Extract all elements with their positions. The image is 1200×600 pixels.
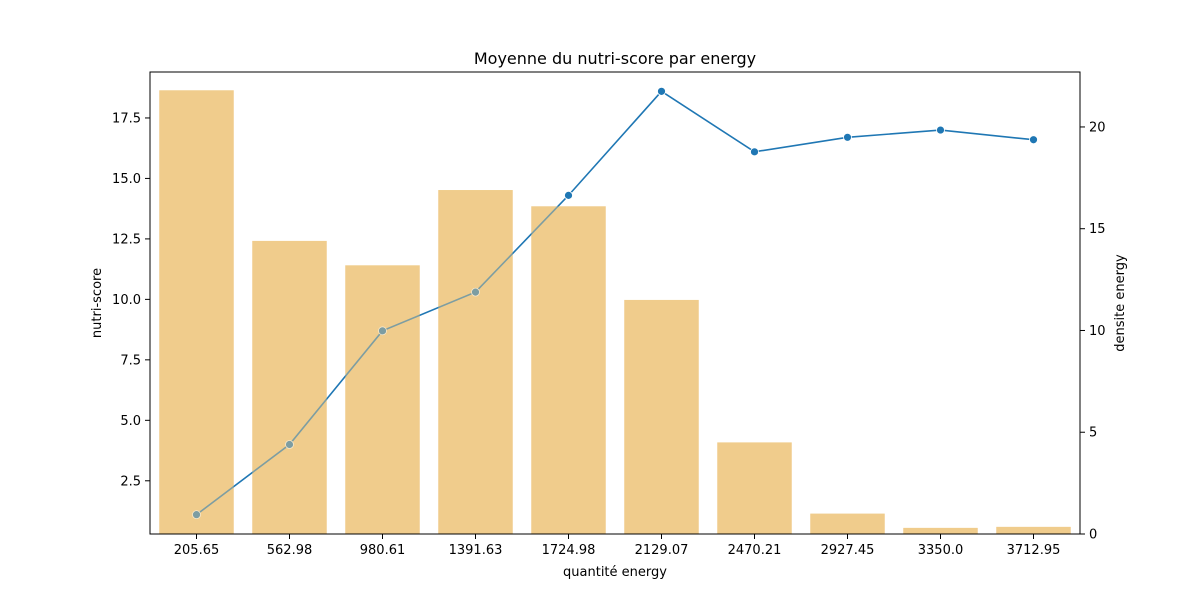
line-series <box>159 86 1071 535</box>
y-axis-right-label: densite energy <box>1113 254 1128 352</box>
x-tick-label: 2129.07 <box>635 543 689 558</box>
bar-205.65 <box>159 90 234 535</box>
bar-980.61 <box>345 265 420 534</box>
line-point-2129.07 <box>657 86 666 96</box>
x-tick-label: 562.98 <box>267 543 313 558</box>
bar-3712.95 <box>996 526 1071 534</box>
line-point-2470.21 <box>750 147 759 157</box>
nutri-score-line <box>196 90 1034 516</box>
y-right-tick-label: 15 <box>1089 222 1106 237</box>
x-tick-label: 2927.45 <box>821 543 875 558</box>
y-left-tick-label: 10.0 <box>112 293 141 308</box>
y-right-tick-label: 10 <box>1089 324 1106 339</box>
bar-overlay-205.65 <box>159 90 234 535</box>
bar-overlay-980.61 <box>345 265 420 534</box>
x-tick-label: 3712.95 <box>1007 543 1061 558</box>
line-point-2927.45 <box>843 132 852 142</box>
bar-2129.07 <box>624 299 699 534</box>
line-point-1391.63 <box>471 287 480 297</box>
y-left-tick-label: 17.5 <box>112 111 141 126</box>
chart-title: Moyenne du nutri-score par energy <box>474 49 756 68</box>
bar-overlay-1724.98 <box>531 206 606 534</box>
y-right-tick-label: 0 <box>1089 528 1097 543</box>
plot-frame <box>149 71 1081 535</box>
bar-562.98 <box>252 240 327 534</box>
y-axis-left-label: nutri-score <box>90 268 105 338</box>
bar-overlay-2470.21 <box>717 442 792 534</box>
bar-2470.21 <box>717 442 792 534</box>
y-left-tick-label: 15.0 <box>112 172 141 187</box>
y-right-tick-label: 5 <box>1089 426 1097 441</box>
y-left-tick-label: 12.5 <box>112 232 141 247</box>
bar-2927.45 <box>810 513 885 534</box>
y-left-tick-label: 2.5 <box>120 474 141 489</box>
line-point-3350.0 <box>936 125 945 135</box>
bar-overlay-562.98 <box>252 240 327 534</box>
x-tick-label: 1391.63 <box>449 543 503 558</box>
bar-overlay-3350.0 <box>903 527 978 534</box>
x-axis-label: quantité energy <box>563 565 667 580</box>
line-point-562.98 <box>285 440 294 449</box>
line-point-1724.98 <box>564 190 573 200</box>
bar-3350.0 <box>903 527 978 534</box>
x-tick-label: 1724.98 <box>542 543 596 558</box>
line-point-205.65 <box>192 510 201 520</box>
bar-overlay-1391.63 <box>438 190 513 534</box>
bar-overlay-3712.95 <box>996 526 1071 534</box>
x-axis: 205.65 562.98 980.61 1391.63 1724.98 2129.07 2… <box>174 534 1061 558</box>
y-axis-right: 0 5 10 15 20 <box>1080 120 1106 543</box>
x-tick-label: 980.61 <box>360 543 406 558</box>
bar-1724.98 <box>531 206 606 534</box>
y-left-tick-label: 7.5 <box>120 353 141 368</box>
y-axis-left: 2.5 5.0 7.5 10.0 12.5 15.0 17.5 <box>112 111 150 489</box>
bar-overlay-2129.07 <box>624 299 699 534</box>
bar-group <box>159 90 1071 535</box>
bar-1391.63 <box>438 190 513 534</box>
x-tick-label: 3350.0 <box>918 543 964 558</box>
line-point-980.61 <box>378 326 387 336</box>
x-tick-label: 2470.21 <box>728 543 782 558</box>
y-right-tick-label: 20 <box>1089 120 1106 135</box>
x-tick-label: 205.65 <box>174 543 220 558</box>
y-left-tick-label: 5.0 <box>120 414 141 429</box>
bar-overlay-2927.45 <box>810 513 885 534</box>
line-point-3712.95 <box>1029 135 1038 145</box>
